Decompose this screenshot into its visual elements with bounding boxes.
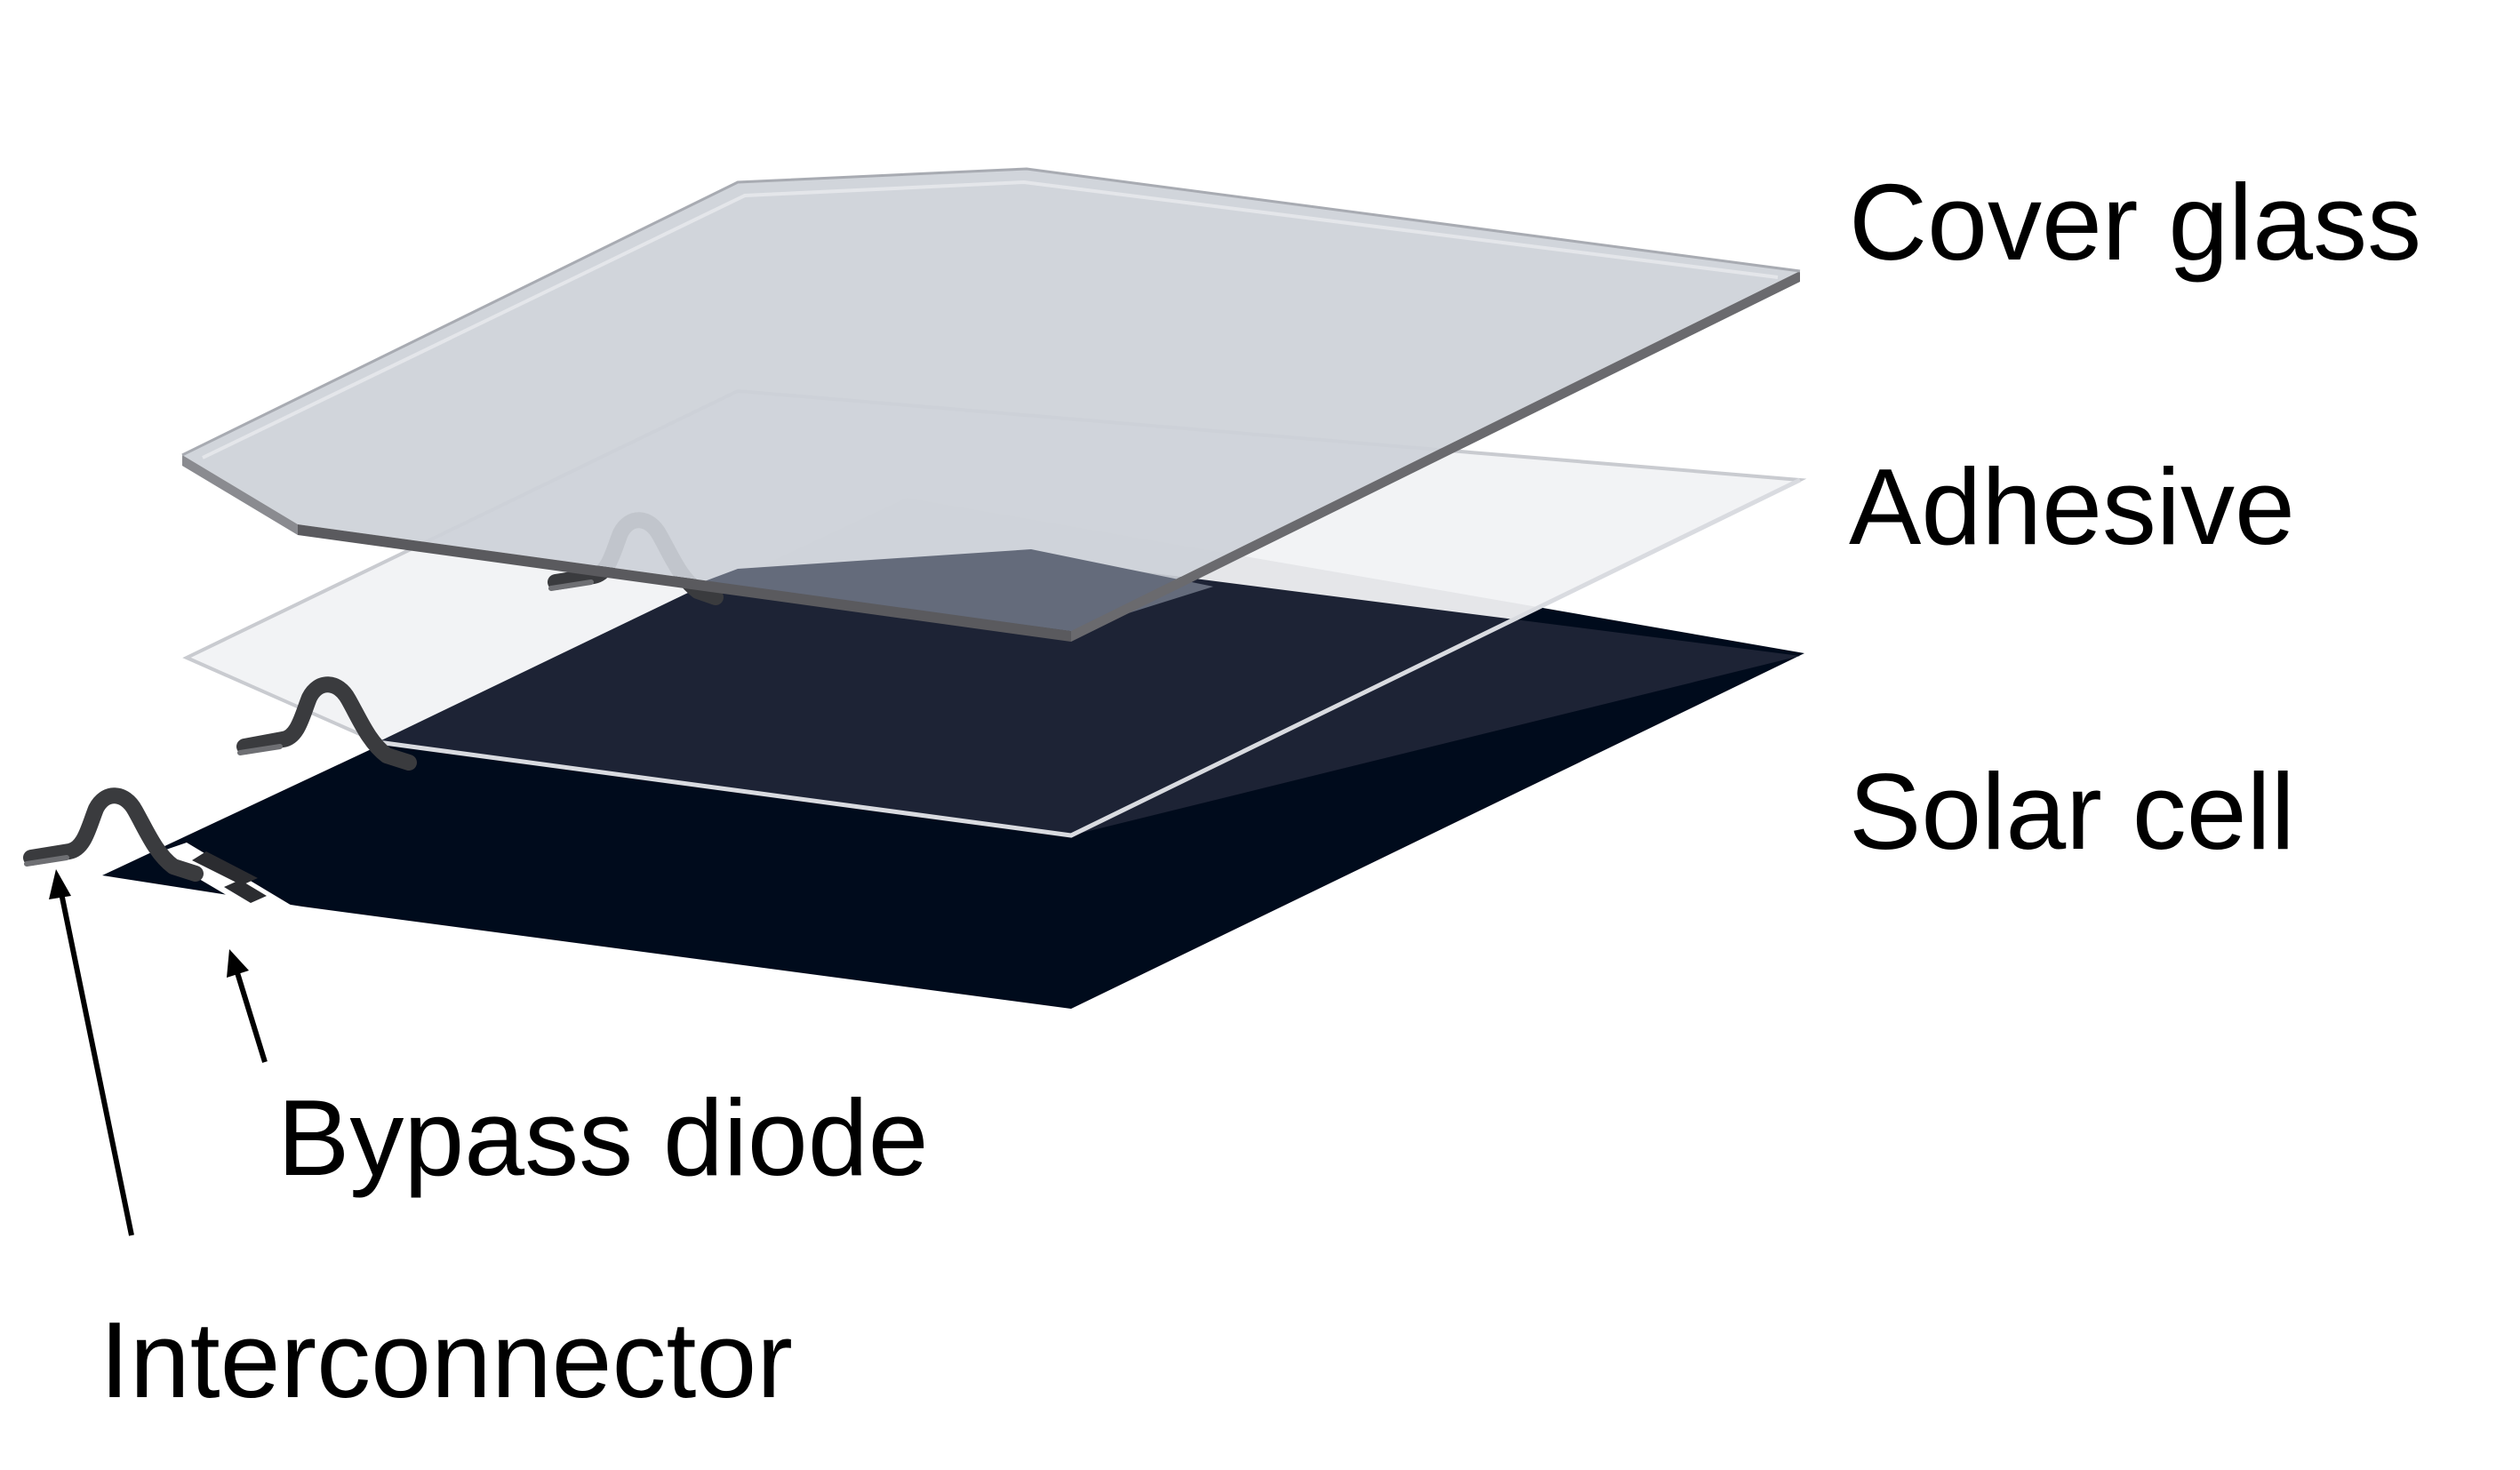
interconnector-arrow-line (58, 888, 134, 1236)
bypass-diode (192, 851, 267, 903)
label-adhesive: Adhesive (1849, 446, 2295, 567)
label-cover-glass: Cover glass (1849, 162, 2421, 283)
bypass-diode-arrow-line (233, 966, 268, 1063)
pointer-arrows (49, 869, 268, 1236)
interconnector-bottom (23, 787, 204, 882)
cover-glass-edge-right (1071, 271, 1800, 642)
label-solar-cell: Solar cell (1849, 751, 2295, 872)
interconnector-arrowhead (49, 869, 71, 899)
cover-glass-layer (181, 167, 1801, 642)
cover-glass-top (182, 169, 1800, 631)
cell-through-glass (702, 549, 1213, 631)
label-interconnector: Interconnector (100, 1299, 793, 1420)
cell-through-adhesive (378, 560, 1800, 835)
cover-glass-edge-front (298, 524, 1071, 642)
labels: Cover glass Adhesive Solar cell Bypass d… (100, 162, 2421, 1420)
label-bypass-diode: Bypass diode (277, 1077, 928, 1198)
bypass-diode-arrowhead (227, 949, 249, 978)
interconnector-middle (236, 676, 417, 771)
cover-glass-edge-left (182, 455, 298, 535)
